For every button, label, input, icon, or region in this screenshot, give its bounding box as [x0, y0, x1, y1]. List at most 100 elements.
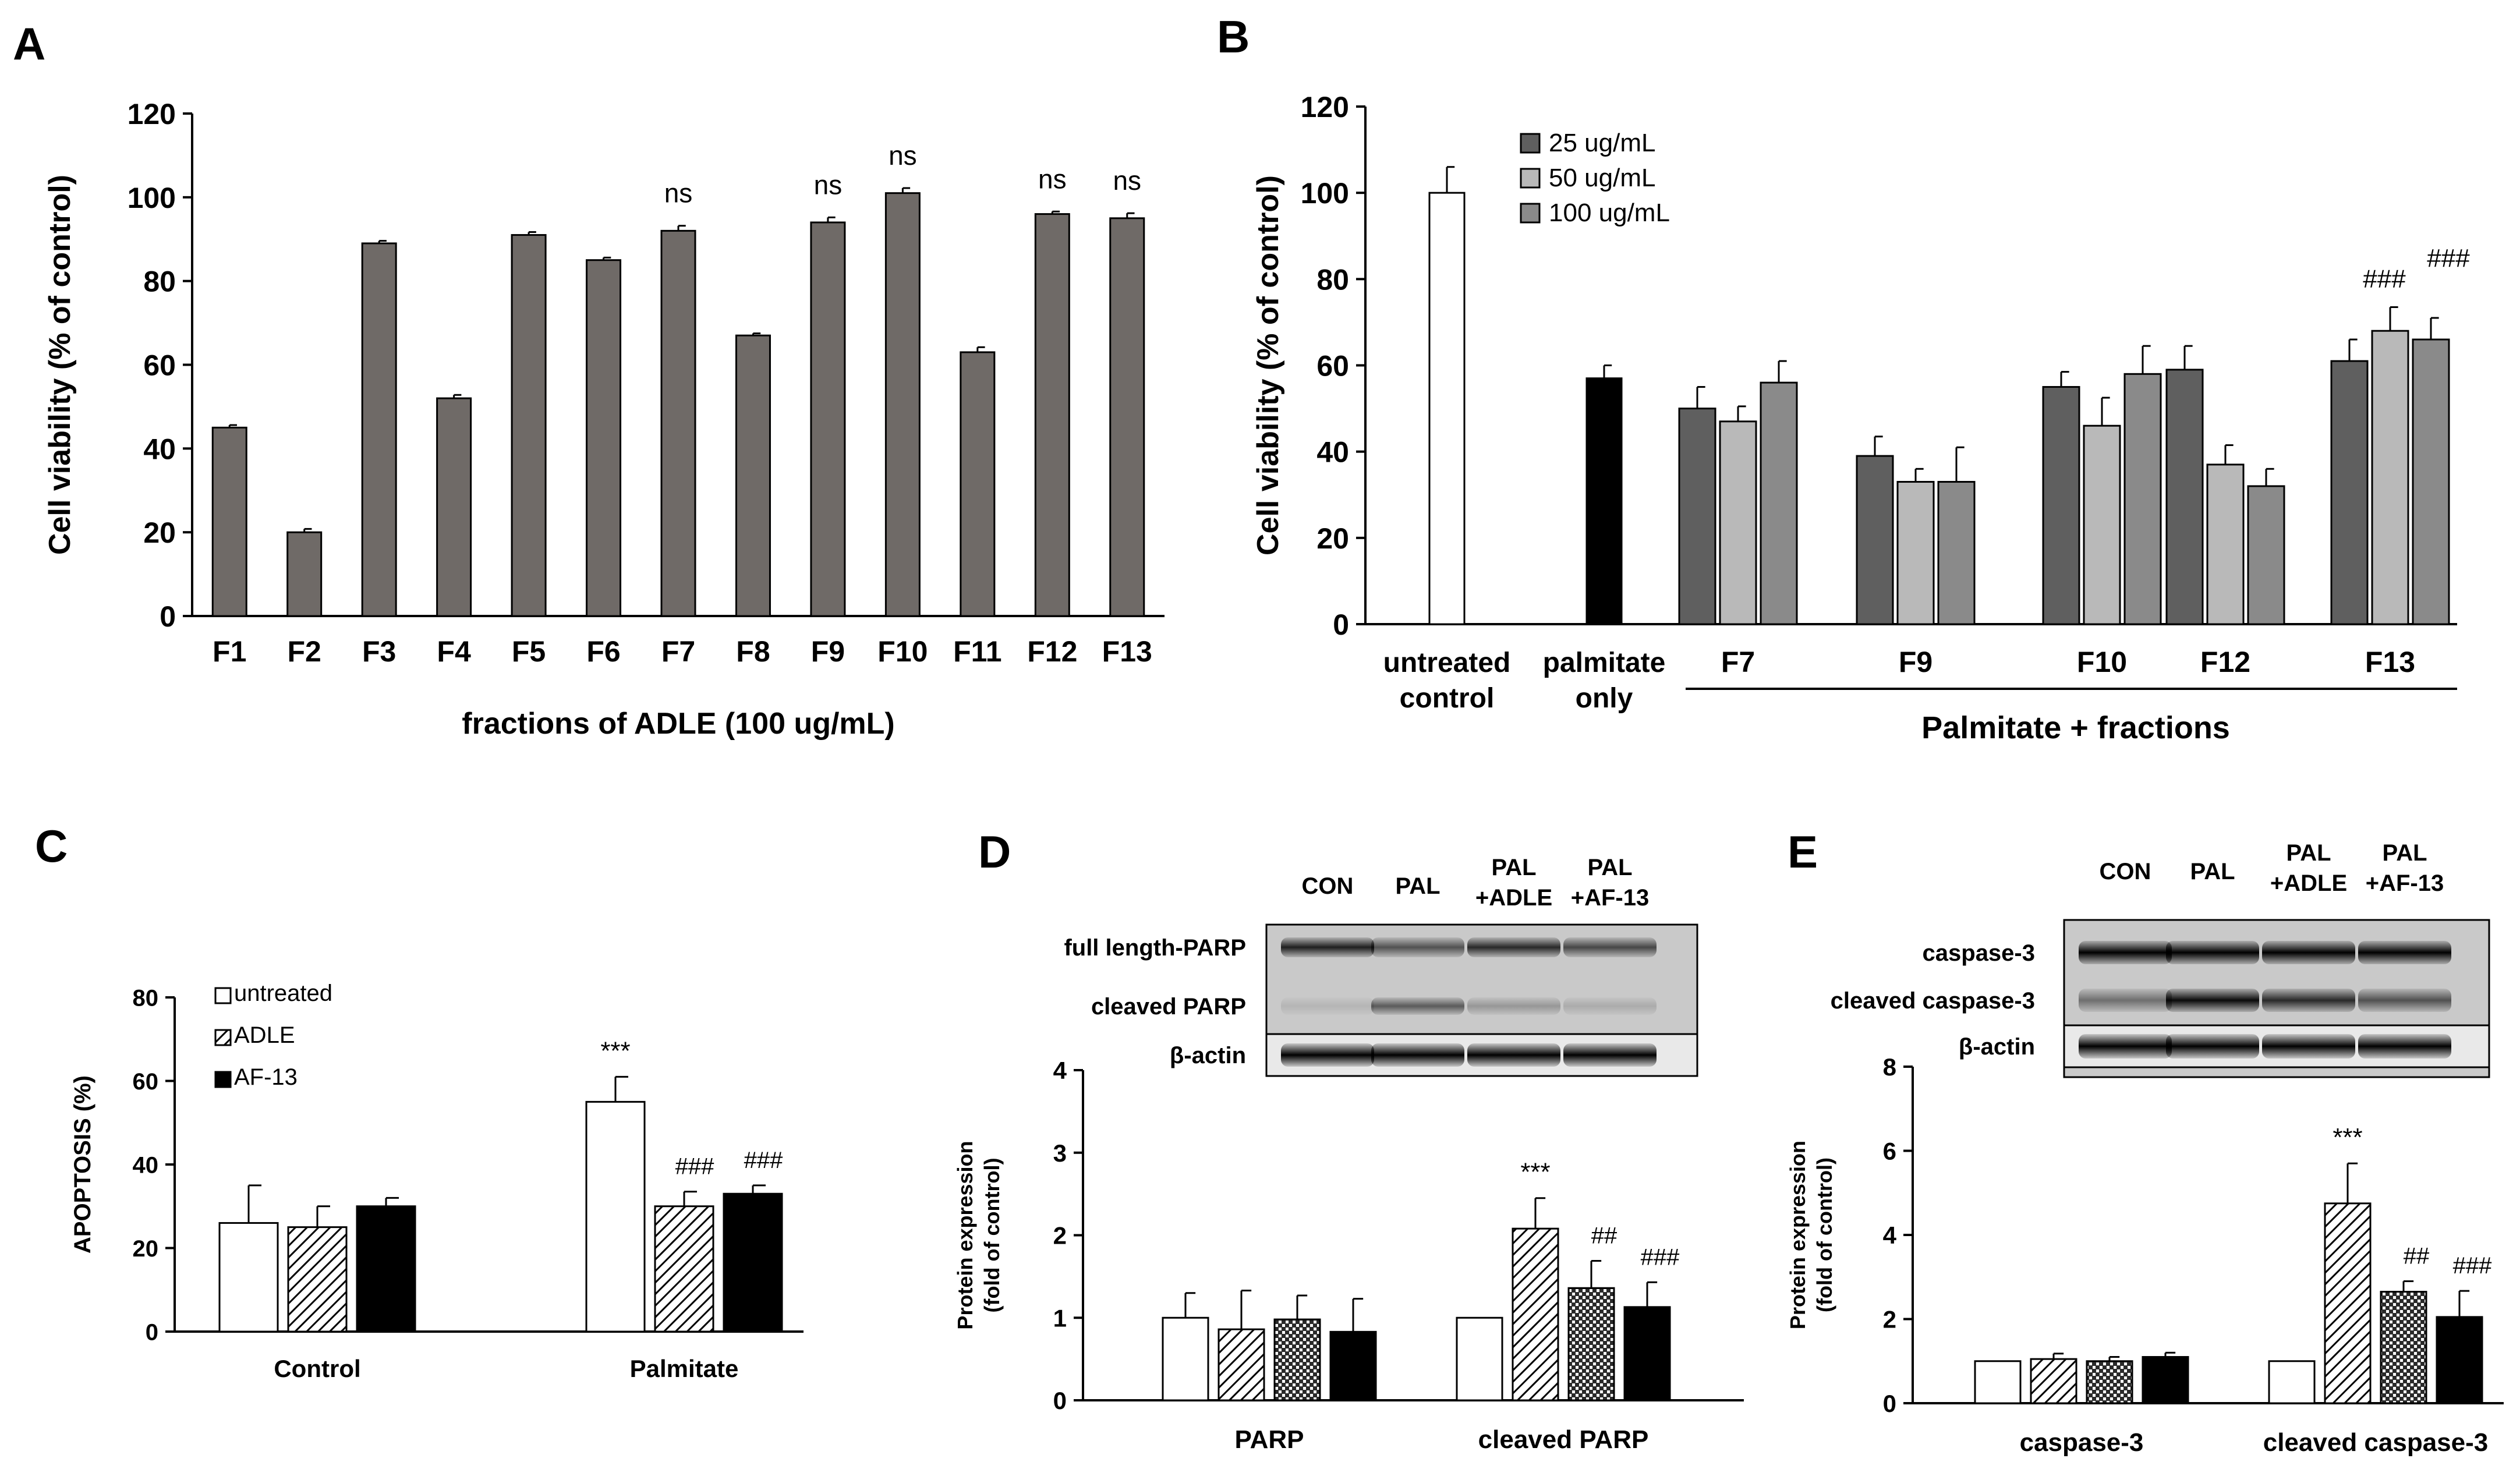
panel-c-legend-swatch — [214, 1029, 232, 1046]
panel-d-y-tick-label: 0 — [1053, 1387, 1067, 1414]
panel-e-bar-0-0 — [1974, 1360, 2022, 1404]
panel-d-bar-1-2 — [1567, 1287, 1615, 1401]
panel-c-y-tick-label: 60 — [133, 1069, 159, 1095]
panel-e-significance-annotation: ### — [2453, 1253, 2492, 1279]
panel-b-bar-f13-2 — [2412, 338, 2450, 625]
panel-d-y-tick-label: 3 — [1053, 1139, 1067, 1167]
panel-c-bar-control-0 — [218, 1222, 279, 1333]
panel-b-x-tick-label: F12 — [2200, 646, 2250, 678]
panel-b-bar-f9-2 — [1937, 481, 1976, 625]
panel-a-bar-f9 — [810, 221, 846, 617]
panel-label-e: E — [1788, 826, 1818, 877]
panel-d-x-tick-label: PARP — [1235, 1425, 1304, 1454]
panel-b-legend-swatch — [1520, 133, 1541, 154]
panel-d-blot-band — [1281, 997, 1374, 1015]
panel-a-x-tick-label: F7 — [661, 635, 695, 668]
panel-b-legend-swatch — [1520, 168, 1541, 189]
panel-a-y-axis-title: Cell viability (% of control) — [43, 175, 77, 555]
panel-d-y-tick-label: 2 — [1053, 1222, 1067, 1249]
panel-c-x-tick-label: Palmitate — [630, 1355, 739, 1382]
panel-e-significance-annotation: ## — [2404, 1243, 2430, 1269]
panel-a-bar-f3 — [361, 242, 397, 617]
panel-e-blot-band — [2166, 989, 2259, 1012]
panel-b-hash-annotation: ### — [2363, 264, 2406, 293]
panel-a-x-tick-label: F5 — [512, 635, 546, 668]
panel-b-bar-control-0 — [1428, 192, 1466, 625]
panel-d-blot-band — [1563, 1043, 1657, 1067]
panel-b-bar-f7-2 — [1760, 381, 1798, 625]
panel-c-bar-palmitate-0 — [585, 1100, 646, 1333]
panel-e-significance-annotation: *** — [2333, 1123, 2362, 1152]
panel-a-bar-f12 — [1034, 213, 1070, 617]
panel-b-bar-f12-0 — [2165, 369, 2204, 625]
panel-e-bar-1-0 — [2268, 1360, 2316, 1404]
panel-b-bar-f9-1 — [1896, 481, 1935, 625]
panel-label-a: A — [13, 18, 45, 69]
panel-e-blot-lane-label: +AF-13 — [2366, 870, 2444, 896]
panel-c-axes: 0 20 40 60 80 — [133, 985, 804, 1345]
panel-d-blot-band — [1281, 937, 1374, 957]
panel-d-blot-band — [1563, 997, 1657, 1015]
panel-e-bar-0-2 — [2086, 1360, 2133, 1404]
panel-d-bar-0-3 — [1329, 1330, 1377, 1401]
panel-a-ns-annotation: ns — [1038, 164, 1067, 194]
panel-c-y-axis-title: APOPTOSIS (%) — [70, 1075, 95, 1254]
panel-d-blot-lane-label: +ADLE — [1475, 885, 1552, 911]
panel-a-x-tick-label: F3 — [362, 635, 396, 668]
panel-d-significance-annotation: ## — [1591, 1223, 1618, 1248]
panel-c-legend-label: untreated — [234, 980, 332, 1006]
panel-d-blot-lane-label: CON — [1302, 873, 1354, 899]
panel-b-x-tick-label: F10 — [2077, 646, 2127, 678]
panel-a-y-tick-label: 20 — [143, 516, 176, 549]
panel-e-blot-band — [2079, 941, 2172, 964]
panel-b-x-tick-label: untreated — [1383, 647, 1511, 678]
panel-a-bar-f13 — [1109, 217, 1145, 617]
panel-d-blot-row-label: cleaved PARP — [1091, 994, 1246, 1020]
panel-a-x-tick-label: F13 — [1102, 635, 1152, 668]
panel-d-blot-band — [1371, 997, 1464, 1015]
panel-d-y-axis-title: Protein expression — [953, 1141, 977, 1329]
panel-b-legend-label: 50 ug/mL — [1549, 164, 1655, 192]
panel-c-legend-label: AF-13 — [234, 1064, 298, 1090]
panel-e-y-axis-title: (fold of control) — [1813, 1157, 1836, 1312]
panel-e-blot-band — [2358, 941, 2451, 964]
panel-b-bar-f7-1 — [1719, 420, 1757, 625]
panel-d-y-tick-label: 1 — [1053, 1304, 1067, 1332]
panel-d-blot-band — [1371, 937, 1464, 957]
panel-a-ns-annotation: ns — [889, 140, 917, 171]
panel-d-y-axis-title: (fold of control) — [980, 1158, 1004, 1313]
panel-b-x-tick-label: F7 — [1721, 646, 1755, 678]
panel-a-ns-annotation: ns — [664, 178, 693, 208]
panel-d-bar-0-0 — [1162, 1316, 1209, 1401]
panel-e-blot-band — [2262, 989, 2355, 1012]
panel-c-bar-control-1 — [287, 1226, 348, 1333]
panel-a-x-axis-title: fractions of ADLE (100 ug/mL) — [462, 707, 894, 741]
panel-a-bar-f11 — [960, 351, 996, 617]
panel-label-b: B — [1217, 11, 1250, 62]
panel-c-y-tick-label: 20 — [133, 1236, 159, 1262]
panel-d-bar-1-1 — [1512, 1227, 1559, 1401]
panel-c-legend-swatch — [214, 987, 232, 1004]
panel-d-blot-lane-label: PAL — [1491, 855, 1536, 880]
panel-e-bar-0-1 — [2030, 1358, 2077, 1404]
panel-e-x-tick-label: cleaved caspase-3 — [2263, 1428, 2489, 1457]
panel-d-blot-band — [1281, 1043, 1374, 1067]
panel-b-y-tick-label: 120 — [1301, 91, 1349, 123]
panel-a-x-tick-label: F9 — [811, 635, 845, 668]
panel-b-bar-f10-2 — [2123, 373, 2162, 625]
panel-b-x-tick-label: F9 — [1899, 646, 1933, 678]
panel-a-y-tick-label: 40 — [143, 433, 176, 465]
panel-c-y-tick-label: 0 — [146, 1319, 158, 1345]
panel-label-c: C — [35, 820, 68, 872]
panel-c-legend-swatch — [214, 1071, 232, 1088]
panel-a-bar-f10 — [884, 192, 921, 617]
panel-a-x-tick-label: F12 — [1027, 635, 1077, 668]
panel-e-blot-band — [2166, 941, 2259, 964]
panel-e-y-tick-label: 6 — [1883, 1138, 1896, 1165]
panel-b-bar-f9-0 — [1856, 455, 1894, 625]
panel-b-y-axis-title: Cell viability (% of control) — [1251, 175, 1285, 555]
panel-b-legend-swatch — [1520, 203, 1541, 224]
panel-c-bar-palmitate-1 — [654, 1205, 714, 1333]
panel-a-bar-f6 — [586, 259, 622, 617]
panel-d-blot-row-label: β-actin — [1170, 1043, 1246, 1068]
